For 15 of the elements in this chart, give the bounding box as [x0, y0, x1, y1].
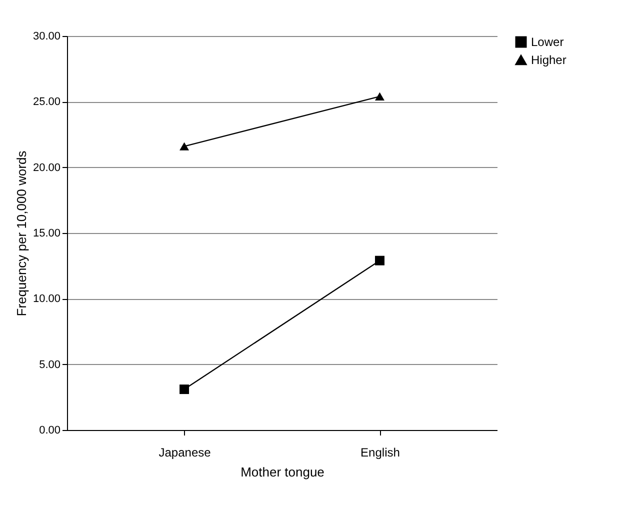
- y-tick-label: 0.00: [39, 424, 60, 436]
- legend-label: Higher: [531, 53, 566, 67]
- y-tick-label: 5.00: [39, 358, 60, 371]
- y-tick-label: 25.00: [32, 96, 60, 108]
- x-tick-label: Japanese: [158, 446, 212, 460]
- y-tick-label: 10.00: [32, 293, 60, 306]
- x-axis-title: Mother tongue: [240, 464, 324, 480]
- point: [180, 384, 190, 394]
- y-tick-label: 15.00: [32, 228, 60, 240]
- y-tick-label: 30.00: [32, 30, 60, 42]
- y-tick-label: 20.00: [32, 162, 60, 174]
- x-tick-label: English: [360, 446, 400, 460]
- legend-label: Lower: [531, 35, 564, 49]
- y-axis-title: Frequency per 10,000 words: [14, 150, 29, 316]
- point: [374, 256, 384, 266]
